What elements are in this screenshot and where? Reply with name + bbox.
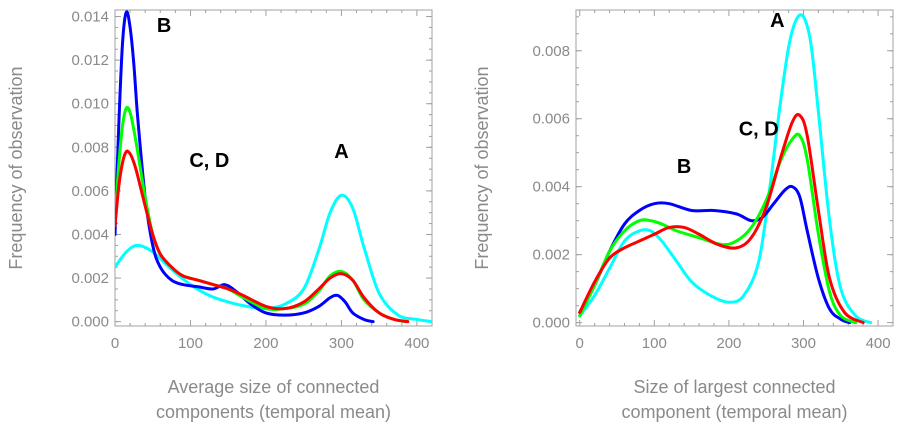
series-line-3 [578,132,858,325]
x-axis-label-line-1: Size of largest connected [633,377,835,397]
x-axis-label-line-1: Average size of connected [168,377,380,397]
series-line-3 [115,105,408,324]
x-tick-label: 200 [716,335,741,352]
x-tick-label: 0 [111,335,119,352]
series-line-4 [115,149,410,324]
x-tick-label: 100 [178,335,203,352]
y-tick-label: 0.002 [532,247,570,264]
y-tick-label: 0.004 [532,179,570,196]
y-tick-label: 0.000 [532,315,570,332]
x-tick-label: 400 [404,335,429,352]
series-line-2 [115,10,375,324]
y-tick-label: 0.008 [71,139,109,156]
series-group [578,13,873,325]
x-tick-label: 200 [253,335,278,352]
y-tick-label: 0.012 [71,52,109,69]
y-tick-label: 0.006 [71,183,109,200]
x-axis-label-line-2: component (temporal mean) [621,402,847,422]
series-line-2 [578,184,852,325]
annotation-label: B [157,15,171,37]
annotation-label: B [677,156,691,178]
y-tick-label: 0.010 [71,96,109,113]
x-tick-label: 300 [329,335,354,352]
y-tick-label: 0.000 [71,314,109,331]
plot-frame [575,9,894,327]
annotation-label: C, D [189,150,229,172]
series-group [115,10,432,324]
chart-panel-1: 0 100 200 300 400 0.000 0.002 0.004 0.006 0.008 0.… [6,9,433,422]
y-axis-label: Frequency of observation [6,66,26,269]
x-tick-label: 300 [791,335,816,352]
y-axis-label: Frequency of observation [472,66,492,269]
series-line-4 [578,113,865,325]
series-line-1 [578,13,873,325]
annotation-label: C, D [739,119,779,141]
annotation-label: A [770,10,784,32]
series-line-1 [115,193,432,324]
x-tick-label: 400 [866,335,891,352]
y-tick-label: 0.008 [532,43,570,60]
y-tick-label: 0.014 [71,9,109,26]
y-tick-label: 0.002 [71,270,109,287]
x-axis-label-line-2: components (temporal mean) [156,402,391,422]
annotation-label: A [334,141,348,163]
plot-frame [114,9,433,327]
y-tick-label: 0.004 [71,226,109,243]
x-tick-label: 100 [642,335,667,352]
y-tick-label: 0.006 [532,111,570,128]
chart-panel-2: 0 100 200 300 400 0.000 0.002 0.004 0.006 0.008 Fr… [472,9,894,422]
x-tick-label: 0 [576,335,584,352]
